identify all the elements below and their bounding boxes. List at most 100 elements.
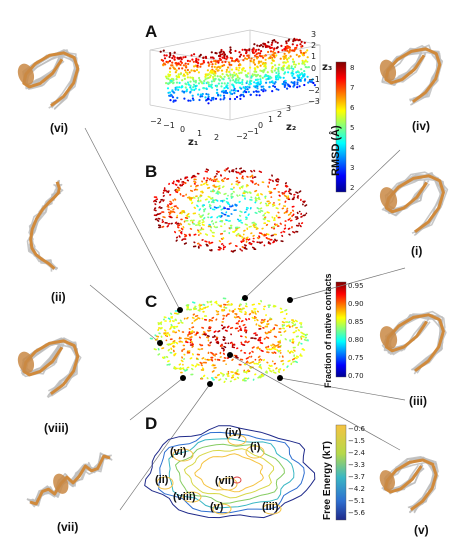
embedding-point-c <box>187 333 191 336</box>
colorbar-rmsd-tick: 5 <box>350 124 355 132</box>
scatter-point-3d <box>220 69 224 72</box>
scatter-point-3d <box>201 95 204 98</box>
scatter-point-3d <box>192 83 196 86</box>
scatter-point-3d <box>196 61 199 64</box>
scatter-point-3d <box>172 54 175 58</box>
embedding-point-b <box>239 210 243 213</box>
scatter-point-3d <box>272 50 275 53</box>
scatter-point-3d <box>206 77 209 80</box>
colorbar-contacts-tick: 0.90 <box>348 300 364 308</box>
embedding-point-b <box>215 191 219 195</box>
embedding-point-b <box>193 233 197 236</box>
scatter-point-3d <box>293 81 296 84</box>
colorbar-rmsd-tick: 4 <box>350 144 355 152</box>
scatter-point-3d <box>237 89 240 93</box>
scatter-point-3d <box>165 54 168 57</box>
embedding-point-c <box>258 325 262 328</box>
scatter-point-3d <box>287 65 290 68</box>
scatter-point-3d <box>292 60 295 63</box>
embedding-point-b <box>158 206 161 209</box>
scatter-point-3d <box>199 95 202 98</box>
colorbar-contacts-tick: 0.80 <box>348 336 364 344</box>
embedding-point-b <box>178 235 181 238</box>
embedding-point-c <box>191 345 194 348</box>
axis-a-x-tick: −1 <box>163 121 175 130</box>
scatter-point-3d <box>296 78 299 81</box>
scatter-point-3d <box>267 57 270 60</box>
scatter-point-3d <box>186 59 189 63</box>
scatter-point-3d <box>238 66 241 69</box>
embedding-point-c <box>244 340 247 343</box>
scatter-point-3d <box>264 63 267 66</box>
scatter-point-3d <box>235 66 238 69</box>
scatter-point-3d <box>244 57 247 60</box>
embedding-point-c <box>303 338 308 342</box>
embedding-point-c <box>197 317 201 320</box>
scatter-point-3d <box>207 95 210 98</box>
structure-label-i: (i) <box>411 244 423 258</box>
embedding-point-c <box>219 305 222 308</box>
embedding-point-b <box>184 235 188 238</box>
scatter-point-3d <box>271 56 274 59</box>
embedding-point-c <box>244 326 247 329</box>
scatter-point-3d <box>190 54 193 57</box>
embedding-point-b <box>215 199 219 202</box>
embedding-point-c <box>297 341 301 344</box>
axis-a-y-tick: 0 <box>258 121 264 130</box>
embedding-point-c <box>168 363 171 366</box>
embedding-point-c <box>244 335 247 339</box>
embedding-point-b <box>243 244 247 247</box>
embedding-point-c <box>191 342 194 346</box>
embedding-point-c <box>283 330 287 333</box>
scatter-point-3d <box>294 65 297 69</box>
embedding-point-b <box>193 206 196 209</box>
embedding-point-b <box>255 197 258 201</box>
scatter-point-3d <box>277 50 280 54</box>
scatter-point-3d <box>276 78 280 81</box>
colorbar-energy-tick: −5.6 <box>348 509 365 517</box>
scatter-point-3d <box>162 49 165 52</box>
embedding-point-b <box>175 189 179 192</box>
embedding-point-b <box>258 170 263 173</box>
embedding-point-c <box>195 332 199 335</box>
scatter-point-3d <box>171 56 174 60</box>
scatter-point-3d <box>260 88 263 91</box>
embedding-point-b <box>158 200 162 204</box>
scatter-point-3d <box>304 65 307 69</box>
energy-map-label-vi: (vi) <box>170 446 187 458</box>
scatter-point-3d <box>284 71 287 74</box>
embedding-point-b <box>190 176 194 179</box>
scatter-point-3d <box>242 54 245 58</box>
embedding-point-c <box>211 363 214 367</box>
embedding-point-b <box>223 246 227 249</box>
scatter-point-3d <box>254 68 257 71</box>
embedding-point-c <box>284 309 288 312</box>
scatter-point-3d <box>210 99 213 102</box>
scatter-point-3d <box>235 77 238 80</box>
scatter-point-3d <box>282 82 285 85</box>
embedding-point-b <box>283 227 287 230</box>
embedding-point-c <box>215 302 218 305</box>
scatter-point-3d <box>272 84 275 88</box>
scatter-point-3d <box>265 78 268 81</box>
scatter-point-3d <box>204 55 207 58</box>
scatter-point-3d <box>228 63 231 66</box>
scatter-point-3d <box>199 65 202 68</box>
embedding-point-c <box>191 367 194 371</box>
colorbar-rmsd-tick: 7 <box>350 84 355 92</box>
scatter-point-3d <box>242 67 245 70</box>
embedding-point-b <box>220 237 224 240</box>
embedding-point-b <box>223 177 226 180</box>
scatter-point-3d <box>233 97 237 101</box>
scatter-point-3d <box>270 69 273 72</box>
embedding-point-b <box>217 185 221 188</box>
embedding-point-c <box>167 348 171 352</box>
scatter-point-3d <box>192 60 195 63</box>
scatter-point-3d <box>246 88 249 91</box>
embedding-point-b <box>217 170 220 173</box>
embedding-point-c <box>251 350 254 353</box>
embedding-point-b <box>161 225 165 228</box>
scatter-point-3d <box>306 75 309 78</box>
scatter-point-3d <box>266 75 269 78</box>
scatter-point-3d <box>199 53 202 57</box>
